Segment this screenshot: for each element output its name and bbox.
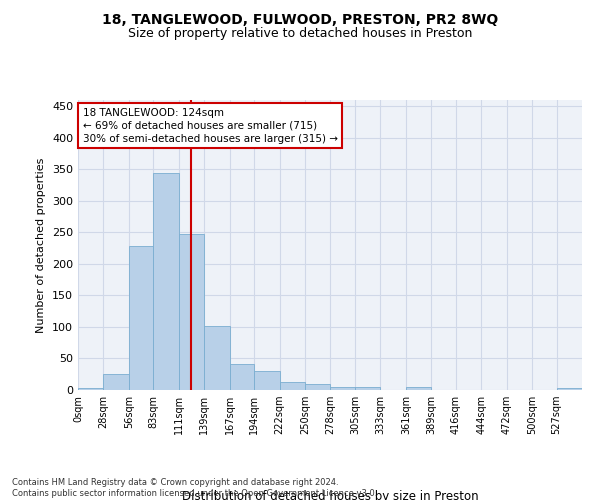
Bar	[406, 388, 431, 390]
Bar	[154, 173, 179, 390]
Text: Contains HM Land Registry data © Crown copyright and database right 2024.
Contai: Contains HM Land Registry data © Crown c…	[12, 478, 377, 498]
Y-axis label: Number of detached properties: Number of detached properties	[37, 158, 46, 332]
Bar	[179, 234, 204, 390]
Bar	[204, 326, 230, 390]
Bar	[331, 387, 355, 390]
Bar	[254, 371, 280, 390]
Bar	[230, 364, 254, 390]
Text: 18, TANGLEWOOD, FULWOOD, PRESTON, PR2 8WQ: 18, TANGLEWOOD, FULWOOD, PRESTON, PR2 8W…	[102, 12, 498, 26]
X-axis label: Distribution of detached houses by size in Preston: Distribution of detached houses by size …	[182, 490, 478, 500]
Bar	[129, 246, 154, 390]
Bar	[78, 388, 103, 390]
Bar	[355, 387, 380, 390]
Text: Size of property relative to detached houses in Preston: Size of property relative to detached ho…	[128, 28, 472, 40]
Bar	[305, 384, 331, 390]
Bar	[280, 382, 305, 390]
Bar	[557, 388, 582, 390]
Text: 18 TANGLEWOOD: 124sqm
← 69% of detached houses are smaller (715)
30% of semi-det: 18 TANGLEWOOD: 124sqm ← 69% of detached …	[83, 108, 338, 144]
Bar	[103, 374, 129, 390]
